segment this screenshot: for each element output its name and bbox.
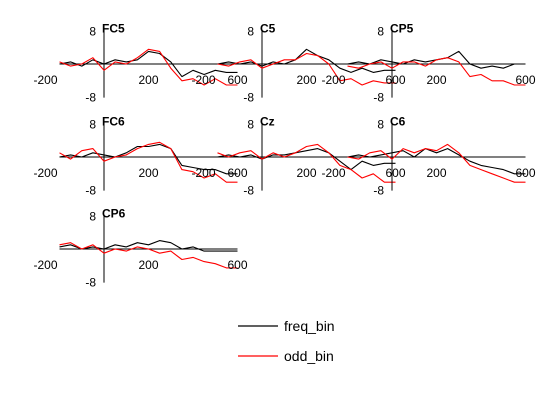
trace-freq-bin — [59, 143, 238, 175]
y-tick-label-max: 8 — [247, 24, 254, 38]
x-tick-label: 200 — [138, 166, 158, 180]
x-tick-label: 200 — [138, 73, 158, 87]
trace-odd-bin — [59, 141, 238, 183]
panels: -200 200 600 8 -8 FC5 -200 200 600 8 -8 C5 -200 200 60… — [33, 21, 535, 289]
x-tick-label: 200 — [426, 73, 446, 87]
trace-odd-bin — [217, 143, 396, 183]
y-tick-label-min: -8 — [243, 184, 254, 198]
x-tick-label: 200 — [296, 73, 316, 87]
y-tick-label-max: 8 — [247, 117, 254, 131]
trace-freq-bin — [59, 240, 238, 252]
channel-label: C5 — [260, 21, 276, 35]
trace-odd-bin — [347, 57, 526, 86]
trace-freq-bin — [217, 148, 396, 171]
x-tick-label: 600 — [227, 258, 247, 272]
x-tick-label: 600 — [227, 166, 247, 180]
x-tick-label: 600 — [515, 73, 535, 87]
x-tick-label: 200 — [426, 166, 446, 180]
x-tick-label: 600 — [515, 166, 535, 180]
y-tick-label-min: -8 — [373, 184, 384, 198]
trace-freq-bin — [347, 148, 526, 175]
x-tick-label: -200 — [191, 166, 215, 180]
x-tick-label: 600 — [227, 73, 247, 87]
y-tick-label-max: 8 — [89, 209, 96, 223]
trace-odd-bin — [217, 52, 396, 86]
panel-c5: -200 200 600 8 -8 C5 — [191, 21, 405, 104]
y-tick-label-max: 8 — [89, 117, 96, 131]
x-tick-label: -200 — [191, 73, 215, 87]
x-tick-label: 600 — [385, 73, 405, 87]
channel-label: Cz — [260, 114, 275, 128]
x-tick-label: 600 — [385, 166, 405, 180]
y-tick-label-min: -8 — [85, 276, 96, 290]
x-tick-label: 200 — [138, 258, 158, 272]
panel-cp6: -200 200 600 8 -8 CP6 — [33, 206, 247, 289]
legend-label-freq-bin: freq_bin — [284, 318, 335, 334]
panel-fc5: -200 200 600 8 -8 FC5 — [33, 21, 247, 104]
y-tick-label-min: -8 — [243, 91, 254, 105]
x-tick-label: -200 — [33, 258, 57, 272]
channel-label: FC6 — [102, 114, 125, 128]
trace-freq-bin — [217, 48, 396, 73]
panel-c6: -200 200 600 8 -8 C6 — [321, 114, 535, 197]
trace-odd-bin — [59, 48, 238, 86]
x-tick-label: -200 — [33, 166, 57, 180]
y-tick-label-min: -8 — [85, 184, 96, 198]
legend: freq_bin odd_bin — [238, 318, 335, 364]
y-tick-label-max: 8 — [89, 24, 96, 38]
x-tick-label: -200 — [321, 166, 345, 180]
panel-fc6: -200 200 600 8 -8 FC6 — [33, 114, 247, 197]
panel-cp5: -200 200 600 8 -8 CP5 — [321, 21, 535, 104]
y-tick-label-max: 8 — [377, 117, 384, 131]
y-tick-label-min: -8 — [373, 91, 384, 105]
channel-label: CP5 — [390, 21, 414, 35]
legend-label-odd-bin: odd_bin — [284, 348, 334, 364]
panel-cz: -200 200 600 8 -8 Cz — [191, 114, 405, 197]
channel-label: FC5 — [102, 21, 125, 35]
x-tick-label: -200 — [321, 73, 345, 87]
channel-label: C6 — [390, 114, 406, 128]
y-tick-label-min: -8 — [85, 91, 96, 105]
x-tick-label: 200 — [296, 166, 316, 180]
trace-odd-bin — [59, 242, 238, 269]
x-tick-label: -200 — [33, 73, 57, 87]
trace-odd-bin — [347, 143, 526, 183]
trace-freq-bin — [59, 50, 238, 78]
y-tick-label-max: 8 — [377, 24, 384, 38]
channel-label: CP6 — [102, 206, 126, 220]
